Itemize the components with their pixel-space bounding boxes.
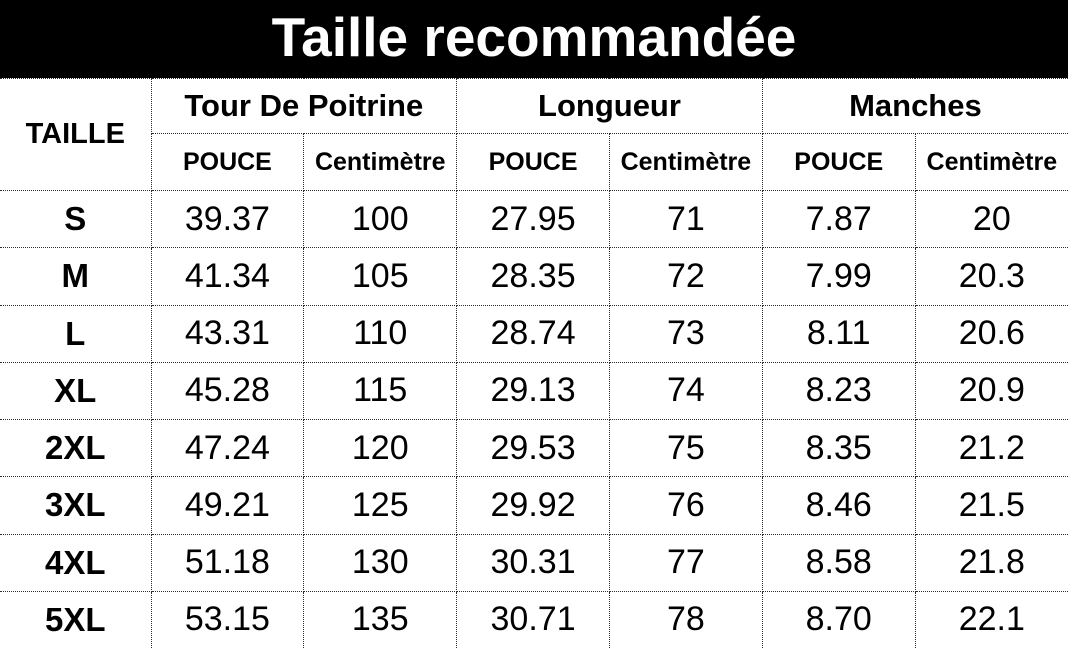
unit-header-poitrine-centimetre: Centimètre [303,133,458,191]
size-cell: 3XL [0,476,152,535]
size-cell: 2XL [0,419,152,478]
value-cell: 20 [914,189,1068,249]
value-cell: 7.87 [761,189,916,249]
value-cell: 78 [608,590,763,648]
value-cell: 8.35 [761,419,916,478]
value-cell: 29.13 [456,361,610,421]
value-cell: 8.70 [761,590,916,648]
unit-header-manches-pouce: POUCE [761,133,916,191]
group-header-tour-de-poitrine: Tour De Poitrine [150,78,458,134]
value-cell: 125 [303,476,458,535]
value-cell: 29.53 [456,419,610,478]
table-row-l: L 43.31 110 28.74 73 8.11 20.6 [0,304,1068,363]
value-cell: 120 [303,419,458,478]
size-cell: 4XL [0,533,152,592]
value-cell: 30.71 [456,590,610,648]
size-cell: XL [0,361,152,421]
table-row-3xl: 3XL 49.21 125 29.92 76 8.46 21.5 [0,476,1068,535]
value-cell: 110 [303,304,458,363]
title-bar: Taille recommandée [0,0,1068,78]
value-cell: 74 [608,361,763,421]
group-header-manches: Manches [761,78,1068,134]
value-cell: 30.31 [456,533,610,592]
value-cell: 75 [608,419,763,478]
table-row-2xl: 2XL 47.24 120 29.53 75 8.35 21.2 [0,419,1068,478]
table-row-4xl: 4XL 51.18 130 30.31 77 8.58 21.8 [0,533,1068,592]
table-row-s: S 39.37 100 27.95 71 7.87 20 [0,189,1068,249]
value-cell: 76 [608,476,763,535]
value-cell: 21.8 [914,533,1068,592]
value-cell: 27.95 [456,189,610,249]
value-cell: 49.21 [150,476,305,535]
value-cell: 100 [303,189,458,249]
value-cell: 47.24 [150,419,305,478]
size-cell: S [0,189,152,249]
value-cell: 8.46 [761,476,916,535]
unit-header-poitrine-pouce: POUCE [151,133,305,191]
value-cell: 39.37 [150,189,305,249]
value-cell: 41.34 [150,247,305,306]
value-cell: 20.6 [914,304,1068,363]
size-chart-table: TAILLE Tour De Poitrine Longueur Manches… [0,78,1068,648]
value-cell: 53.15 [150,590,305,648]
value-cell: 8.23 [761,361,916,421]
table-row-5xl: 5XL 53.15 135 30.71 78 8.70 22.1 [0,590,1068,648]
value-cell: 130 [303,533,458,592]
column-header-taille: TAILLE [0,78,152,191]
group-header-row: TAILLE Tour De Poitrine Longueur Manches [0,78,1068,191]
page-title: Taille recommandée [271,5,797,68]
unit-header-row: POUCE Centimètre POUCE Centimètre POUCE … [0,133,1068,191]
table-row-xl: XL 45.28 115 29.13 74 8.23 20.9 [0,361,1068,421]
value-cell: 115 [303,361,458,421]
value-cell: 22.1 [914,590,1068,648]
value-cell: 21.2 [914,419,1068,478]
unit-header-longueur-centimetre: Centimètre [608,133,763,191]
value-cell: 20.9 [914,361,1068,421]
value-cell: 21.5 [914,476,1068,535]
value-cell: 45.28 [150,361,305,421]
table-row-m: M 41.34 105 28.35 72 7.99 20.3 [0,247,1068,306]
unit-header-manches-centimetre: Centimètre [914,133,1068,191]
value-cell: 43.31 [150,304,305,363]
value-cell: 28.74 [456,304,610,363]
value-cell: 77 [608,533,763,592]
value-cell: 71 [608,189,763,249]
value-cell: 8.11 [761,304,916,363]
value-cell: 105 [303,247,458,306]
value-cell: 20.3 [914,247,1068,306]
value-cell: 29.92 [456,476,610,535]
group-header-longueur: Longueur [456,78,763,134]
size-cell: L [0,304,152,363]
unit-header-longueur-pouce: POUCE [456,133,610,191]
value-cell: 72 [608,247,763,306]
size-cell: 5XL [0,590,152,648]
value-cell: 51.18 [150,533,305,592]
value-cell: 135 [303,590,458,648]
value-cell: 8.58 [761,533,916,592]
value-cell: 73 [608,304,763,363]
value-cell: 7.99 [761,247,916,306]
value-cell: 28.35 [456,247,610,306]
size-cell: M [0,247,152,306]
